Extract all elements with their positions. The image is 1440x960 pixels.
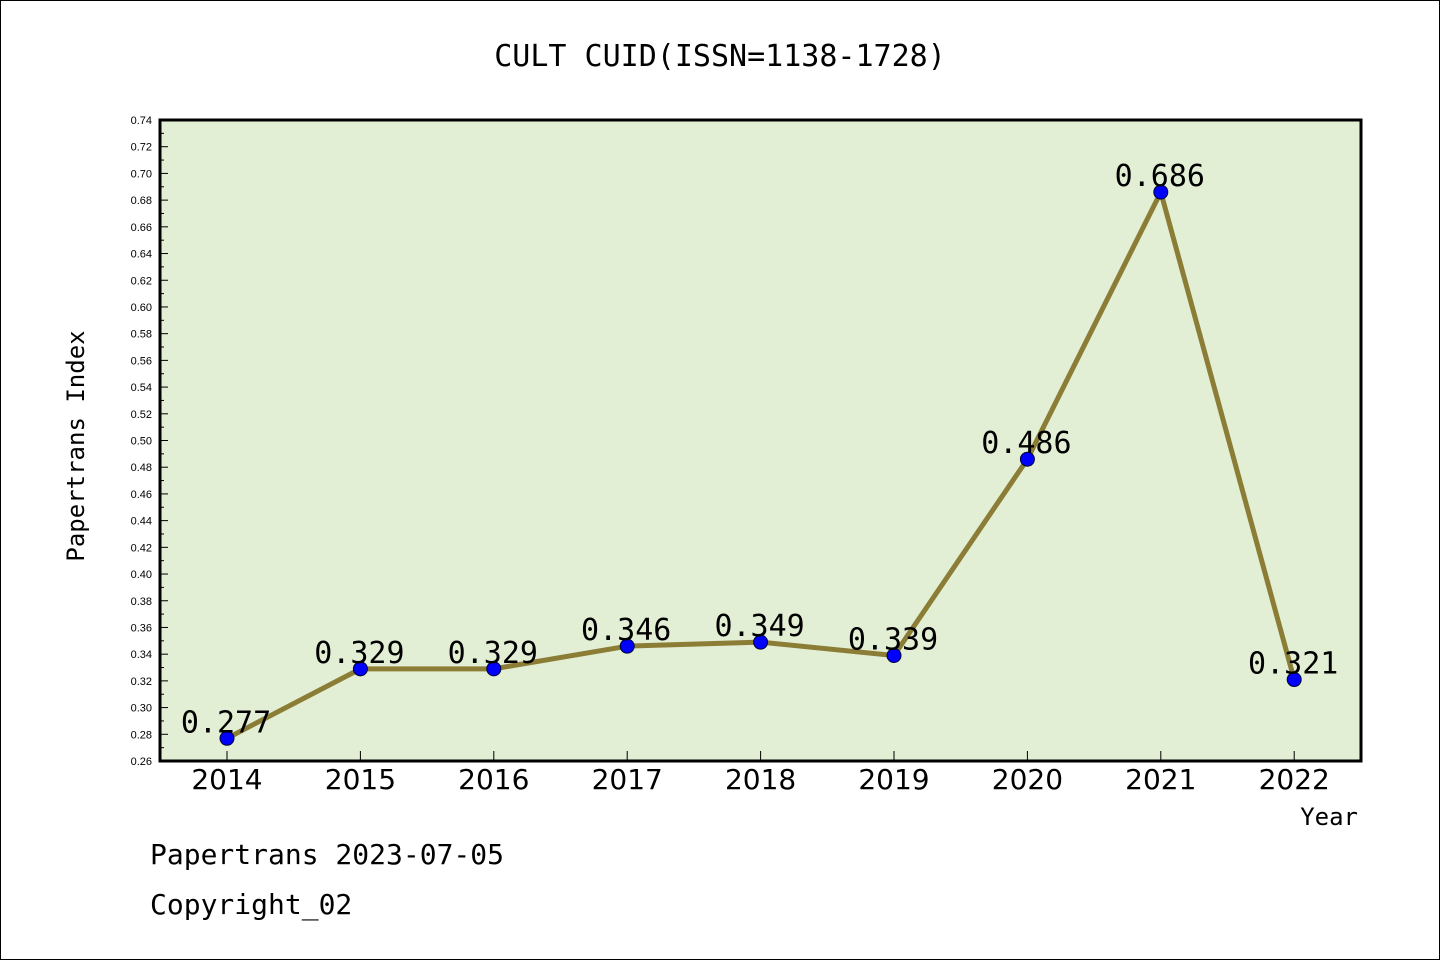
y-tick-label: 0.68 bbox=[131, 195, 152, 207]
y-axis: 0.26 0.28 0.30 0.32 0.34 0.36 0.38 0.40 0.42 0.44… bbox=[131, 115, 168, 768]
y-tick-label: 0.70 bbox=[131, 168, 152, 180]
x-axis: 2014 2015 2016 2017 2018 2019 2020 2021 2022 bbox=[191, 751, 1330, 796]
data-point bbox=[1153, 184, 1169, 200]
y-tick-label: 0.58 bbox=[131, 329, 152, 341]
y-tick-label: 0.48 bbox=[131, 462, 152, 474]
data-label: 0.486 bbox=[981, 426, 1071, 461]
y-tick-label: 0.54 bbox=[131, 382, 152, 394]
data-points bbox=[219, 184, 1302, 746]
data-label: 0.321 bbox=[1248, 647, 1338, 682]
y-tick-label: 0.64 bbox=[131, 249, 152, 261]
x-axis-label: Year bbox=[1300, 803, 1358, 831]
data-point bbox=[1286, 672, 1302, 688]
footer-date: Papertrans 2023-07-05 bbox=[150, 838, 504, 871]
y-tick-label: 0.52 bbox=[131, 409, 152, 421]
y-axis-label: Papertrans Index bbox=[62, 330, 90, 561]
data-label: 0.277 bbox=[181, 705, 271, 740]
data-label: 0.349 bbox=[714, 609, 804, 644]
x-tick-label: 2020 bbox=[992, 763, 1063, 796]
x-tick-label: 2021 bbox=[1125, 763, 1196, 796]
y-tick-label: 0.42 bbox=[131, 542, 152, 554]
y-tick-label: 0.38 bbox=[131, 596, 152, 608]
data-point bbox=[886, 648, 902, 664]
x-tick-label: 2022 bbox=[1259, 763, 1330, 796]
chart-title: CULT CUID(ISSN=1138-1728) bbox=[494, 39, 946, 74]
x-tick-label: 2018 bbox=[725, 763, 796, 796]
y-tick-label: 0.56 bbox=[131, 355, 152, 367]
y-tick-label: 0.46 bbox=[131, 489, 152, 501]
footer-copyright: Copyright_02 bbox=[150, 888, 352, 922]
y-tick-label: 0.34 bbox=[131, 649, 152, 661]
data-point bbox=[619, 638, 635, 654]
y-tick-label: 0.30 bbox=[131, 703, 152, 715]
y-tick-label: 0.62 bbox=[131, 275, 152, 287]
y-tick-label: 0.40 bbox=[131, 569, 152, 581]
data-labels: 0.277 0.329 0.329 0.346 0.349 0.339 0.486 0.686… bbox=[181, 159, 1339, 740]
y-tick-label: 0.44 bbox=[131, 516, 152, 528]
y-tick-label: 0.32 bbox=[131, 676, 152, 688]
y-tick-label: 0.28 bbox=[131, 729, 152, 741]
y-tick-label: 0.66 bbox=[131, 222, 152, 234]
data-label: 0.346 bbox=[581, 613, 671, 648]
x-tick-label: 2014 bbox=[191, 763, 262, 796]
data-point bbox=[352, 661, 368, 677]
plot-area bbox=[158, 118, 1363, 763]
y-tick-label: 0.36 bbox=[131, 622, 152, 634]
y-tick-label: 0.72 bbox=[131, 142, 152, 154]
data-label: 0.339 bbox=[848, 623, 938, 658]
x-tick-label: 2017 bbox=[592, 763, 663, 796]
y-tick-label: 0.26 bbox=[131, 756, 152, 768]
data-label: 0.686 bbox=[1115, 159, 1205, 194]
data-label: 0.329 bbox=[314, 636, 404, 671]
data-point bbox=[219, 730, 235, 746]
x-tick-label: 2015 bbox=[325, 763, 396, 796]
x-tick-label: 2019 bbox=[858, 763, 929, 796]
y-tick-label: 0.60 bbox=[131, 302, 152, 314]
data-point bbox=[753, 634, 769, 650]
x-tick-label: 2016 bbox=[458, 763, 529, 796]
y-tick-label: 0.74 bbox=[131, 115, 152, 127]
data-point bbox=[486, 661, 502, 677]
data-label: 0.329 bbox=[448, 636, 538, 671]
data-point bbox=[1019, 451, 1035, 467]
y-tick-label: 0.50 bbox=[131, 436, 152, 448]
